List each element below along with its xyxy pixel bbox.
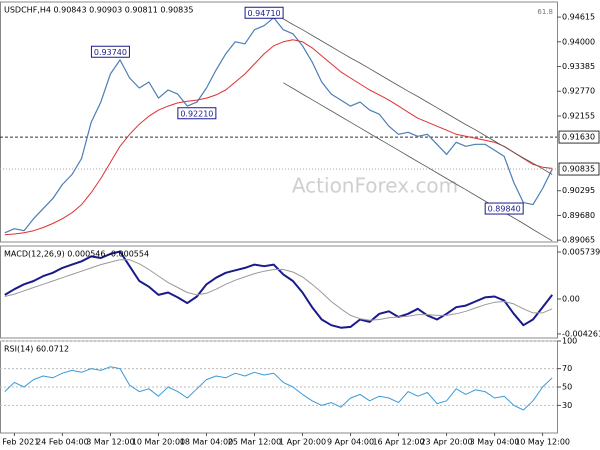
- series-line: [273, 12, 553, 175]
- annotation-label: 0.94710: [248, 9, 281, 18]
- y-tick-label: 0.94615: [562, 13, 595, 22]
- y-tick-label: 0.005739: [562, 247, 600, 256]
- series-line: [4, 39, 553, 236]
- series-line: [4, 17, 553, 234]
- x-tick-label: 1 Apr 20:00: [279, 438, 326, 447]
- y-tick-label: -0.004261: [562, 329, 600, 338]
- series-line: [4, 259, 553, 321]
- level-label: 0.91630: [562, 133, 595, 142]
- y-tick-label: 0.89680: [562, 211, 595, 220]
- fib-label: 61.8: [537, 8, 553, 16]
- y-tick-label: 0.00: [562, 295, 580, 304]
- watermark: ActionForex.com: [292, 174, 458, 198]
- x-tick-label: 24 Feb 04:00: [36, 438, 88, 447]
- x-tick-label: 10 May 12:00: [515, 438, 570, 447]
- y-tick-label: 0.94000: [562, 37, 595, 46]
- y-tick-label: 0.89065: [562, 236, 595, 245]
- y-tick-label: 50: [562, 383, 572, 392]
- annotation-box: [244, 6, 284, 19]
- y-tick-label: 0.93385: [562, 62, 595, 71]
- last-price-box: [558, 162, 600, 176]
- series-line: [4, 366, 553, 411]
- y-tick-label: 0.90295: [562, 186, 595, 195]
- y-tick-label: 100: [562, 337, 577, 346]
- level-box: [558, 130, 600, 144]
- x-tick-label: 9 Apr 04:00: [327, 438, 374, 447]
- pane-title: MACD(12,26,9) 0.000546 -0.000554: [4, 250, 149, 259]
- last-price-label: 0.90835: [562, 165, 595, 174]
- x-tick-label: 3 Mar 12:00: [86, 438, 134, 447]
- x-tick-label: 25 Mar 12:00: [228, 438, 281, 447]
- annotation-label: 0.93740: [94, 48, 127, 57]
- y-tick-label: 30: [562, 401, 572, 410]
- annotation-label: 0.89840: [488, 205, 521, 214]
- pane: [0, 245, 558, 339]
- x-tick-label: 16 Apr 12:00: [372, 438, 424, 447]
- x-tick-label: 3 May 04:00: [470, 438, 520, 447]
- y-tick-label: 0.92155: [562, 111, 595, 120]
- x-tick-label: 16 Feb 2021: [0, 438, 39, 447]
- x-tick-label: 10 Mar 20:00: [132, 438, 185, 447]
- annotation-box: [90, 45, 130, 58]
- x-tick-label: 18 Mar 04:00: [180, 438, 233, 447]
- x-tick-label: 23 Apr 20:00: [420, 438, 472, 447]
- pane: [0, 1, 558, 243]
- pane-title: USDCHF,H4 0.90843 0.90903 0.90811 0.9083…: [4, 6, 193, 15]
- annotation-box: [177, 107, 217, 120]
- y-tick-label: 0.92770: [562, 87, 595, 96]
- y-tick-label: 70: [562, 364, 572, 373]
- annotation-label: 0.92210: [180, 109, 213, 118]
- annotation-box: [484, 202, 524, 215]
- pane-title: RSI(14) 60.0712: [4, 345, 69, 354]
